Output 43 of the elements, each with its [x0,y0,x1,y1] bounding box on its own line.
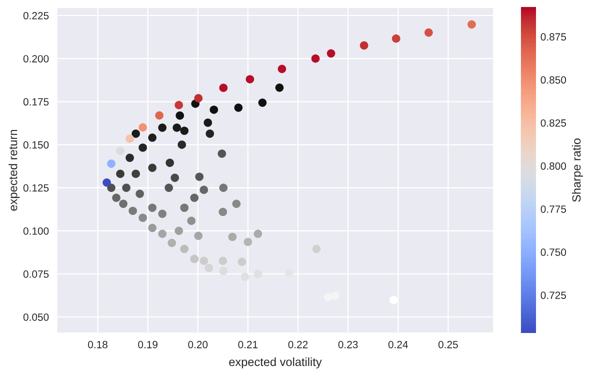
point [174,100,184,110]
point [468,20,476,29]
x-tick-label: 0.20 [188,340,208,348]
y-tick-label: 0.150 [23,141,49,149]
color-bar-label: 0.725 [540,292,566,299]
color-bar-label: 0.875 [540,33,566,41]
point [138,123,147,132]
point [326,49,336,58]
color-bar-label: 0.775 [540,205,566,213]
point [246,75,254,84]
color-bar-label: 0.825 [540,119,566,127]
x-tick-label: 0.22 [288,340,308,348]
x-tick-label: 0.23 [338,340,358,348]
point [155,111,164,120]
y-tick-label: 0.225 [23,12,49,20]
point [278,64,286,74]
x-tick-label: 0.19 [138,340,158,348]
y-tick-label: 0.175 [23,98,49,106]
point [107,159,116,168]
y-tick-label: 0.200 [23,55,49,62]
x-tick-label: 0.18 [88,340,108,348]
x-axis-title: expected volatility [229,357,322,368]
color-bar-label: 0.850 [540,76,566,84]
y-axis-title: expected return [8,130,20,211]
y-tick-label: 0.100 [23,227,49,235]
x-tick-label: 0.25 [438,340,458,348]
point [102,178,111,187]
point [424,28,433,37]
point [116,146,124,155]
color-bar-label: 0.800 [540,162,566,170]
point [392,34,400,43]
point [360,41,368,50]
point [126,134,134,143]
point [311,54,320,63]
color-bar-label: 0.750 [540,248,566,256]
y-tick-label: 0.050 [23,313,49,321]
point [194,94,203,102]
x-tick-label: 0.21 [238,340,258,348]
point [219,84,228,92]
color-bar-title: Sharpe ratio [572,138,583,202]
y-tick-label: 0.075 [23,270,49,278]
x-tick-label: 0.24 [388,340,408,348]
y-tick-label: 0.125 [23,184,49,192]
